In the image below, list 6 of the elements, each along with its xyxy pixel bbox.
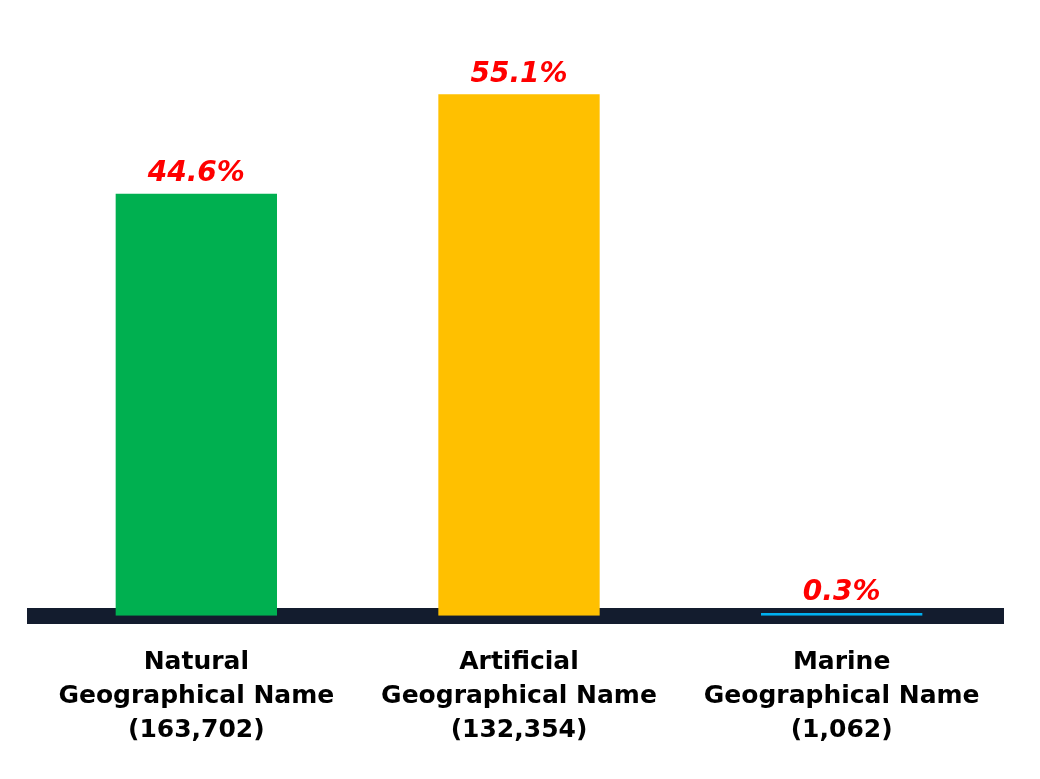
data-label: 0.3% <box>802 574 881 608</box>
x-tick-label: Marine Geographical Name (1,062) <box>703 646 980 743</box>
data-label: 44.6% <box>146 155 245 188</box>
x-tick-label: Natural Geographical Name (163,702) <box>58 646 335 743</box>
x-tick-label: Artificial Geographical Name (132,354) <box>381 646 657 743</box>
data-label: 55.1% <box>470 55 568 89</box>
